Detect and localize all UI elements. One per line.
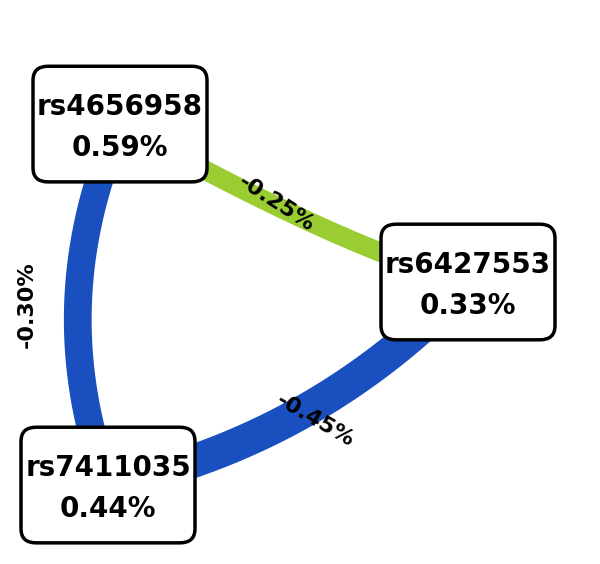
Text: 0.44%: 0.44% xyxy=(60,495,156,523)
Text: rs7411035: rs7411035 xyxy=(25,454,191,482)
FancyBboxPatch shape xyxy=(33,66,207,182)
FancyBboxPatch shape xyxy=(21,428,195,543)
Text: -0.45%: -0.45% xyxy=(272,390,358,451)
Text: rs4656958: rs4656958 xyxy=(37,93,203,121)
Text: -0.30%: -0.30% xyxy=(17,261,37,348)
Text: rs6427553: rs6427553 xyxy=(385,251,551,279)
FancyBboxPatch shape xyxy=(381,224,555,340)
Text: -0.25%: -0.25% xyxy=(234,171,318,235)
Text: 0.59%: 0.59% xyxy=(72,134,168,162)
Text: 0.33%: 0.33% xyxy=(420,292,516,320)
